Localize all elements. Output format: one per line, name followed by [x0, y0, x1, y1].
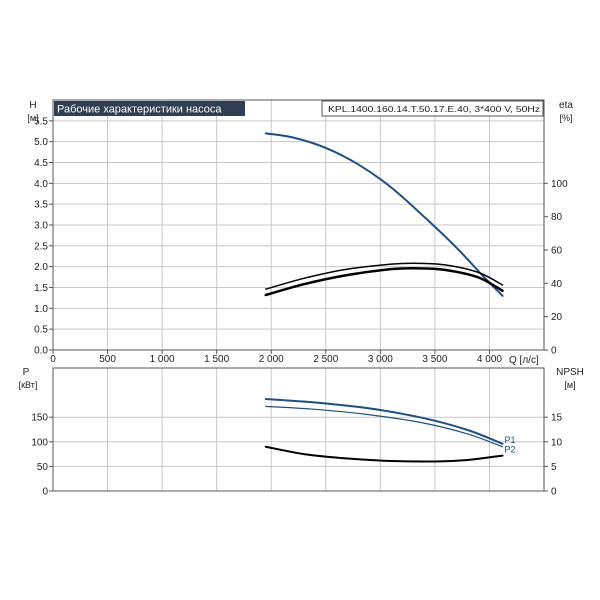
bottom-grid: [53, 368, 544, 492]
series-label-p1: P1: [505, 435, 516, 445]
power-p2-curve: [265, 405, 504, 448]
p-axis-label: P: [23, 367, 30, 378]
eta-tick-label: 20: [551, 312, 563, 323]
eta-axis-label: eta: [559, 100, 573, 111]
x-tick-label: 3 000: [368, 354, 393, 365]
npsh-axis-label: NPSH: [556, 367, 584, 378]
p-tick-label: 100: [31, 437, 48, 448]
x-tick-label: 2 500: [313, 354, 338, 365]
eta-upper-curve: [265, 262, 504, 290]
top-title-box: Рабочие характеристики насоса: [54, 101, 245, 116]
bottom-tick-labels: 0 50 100 150 0 5 10 15: [31, 413, 562, 498]
h-axis-unit: [м]: [27, 113, 38, 123]
p-axis-unit: [кВт]: [19, 380, 38, 390]
p-tick-label: 150: [31, 413, 48, 424]
h-tick-label: 2.5: [34, 241, 48, 252]
h-tick-label: 3.5: [34, 200, 48, 211]
npsh-axis-unit: [м]: [564, 380, 575, 390]
x-tick-label: 2 000: [259, 354, 284, 365]
p-tick-label: 0: [42, 487, 48, 498]
model-box-background: [321, 100, 544, 117]
h-tick-label: 1.5: [34, 283, 48, 294]
h-tick-label: 5.5: [34, 116, 48, 127]
h-tick-label: 0.5: [34, 325, 48, 336]
bottom-plot-frame: [52, 367, 545, 492]
top-series: [264, 132, 504, 297]
x-tick-label: 4 000: [477, 354, 502, 365]
eta-tick-label: 40: [551, 279, 563, 290]
x-tick-label: 0: [50, 354, 56, 365]
p-tick-label: 50: [37, 462, 49, 473]
top-panel: Рабочие характеристики насоса KPL.1400.1…: [27, 99, 573, 366]
eta-tick-label: 80: [551, 212, 563, 223]
model-text: KPL.1400.160.14.T.50.17.E.40, 3*400 V, 5…: [328, 104, 540, 114]
npsh-tick-label: 15: [551, 413, 563, 424]
eta-tick-label: 100: [551, 179, 568, 190]
title-box-background: [54, 101, 245, 116]
x-tick-label: 1 000: [150, 354, 175, 365]
q-axis-label: Q [л/с]: [509, 355, 539, 366]
head-curve: [264, 132, 504, 297]
model-box: KPL.1400.160.14.T.50.17.E.40, 3*400 V, 5…: [321, 100, 544, 117]
h-tick-label: 4.0: [34, 179, 48, 190]
x-tick-label: 500: [99, 354, 116, 365]
eta-tick-label: 0: [551, 346, 557, 357]
npsh-curve: [264, 445, 504, 463]
series-label-p2: P2: [505, 445, 516, 455]
npsh-tick-label: 10: [551, 437, 563, 448]
power-p1-curve: [264, 398, 504, 445]
eta-axis-unit: [%]: [559, 113, 572, 123]
top-tick-labels: 0 500 1 000 1 500 2 000 2 500 3 000 3 500 4 000 0…: [34, 116, 568, 365]
npsh-tick-label: 0: [551, 487, 557, 498]
h-tick-label: 3.0: [34, 221, 48, 232]
eta-tick-label: 60: [551, 246, 563, 257]
h-tick-label: 1.0: [34, 304, 48, 315]
h-axis-label: H: [29, 100, 36, 111]
x-tick-label: 1 500: [204, 354, 229, 365]
h-tick-label: 5.0: [34, 137, 48, 148]
h-tick-label: 4.5: [34, 158, 48, 169]
npsh-tick-label: 5: [551, 462, 557, 473]
top-grid: [53, 100, 544, 351]
x-tick-label: 3 500: [422, 354, 447, 365]
h-tick-label: 2.0: [34, 262, 48, 273]
bottom-series: [264, 398, 504, 463]
eta-lower-curve: [264, 266, 504, 297]
title-box-text: Рабочие характеристики насоса: [57, 104, 222, 116]
h-tick-label: 0.0: [34, 346, 48, 357]
